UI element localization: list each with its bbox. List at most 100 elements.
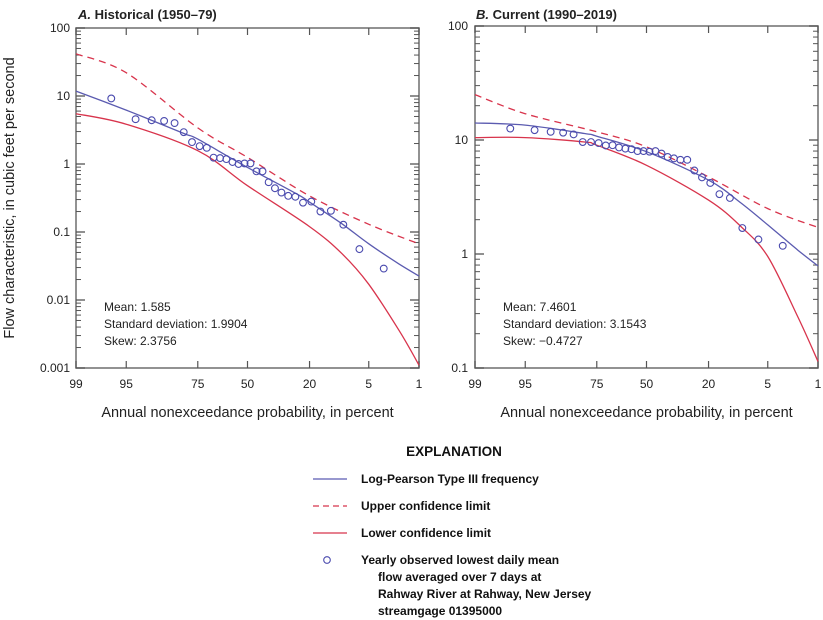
observed-point [754,235,763,244]
observed-point [569,130,578,139]
panel-letter: B. [476,7,489,22]
observed-point [379,264,388,273]
observed-point [706,178,715,187]
x-tick-label: 75 [590,377,604,391]
observed-point [633,147,642,155]
legend-title: EXPLANATION [406,444,502,459]
legend: EXPLANATION Log-Pearson Type III frequen… [313,444,592,618]
stat-text: Skew: 2.3756 [104,334,177,348]
x-tick-label: 75 [191,377,205,391]
observed-point [339,220,348,229]
y-tick-label: 10 [57,89,71,103]
observed-point [240,159,249,168]
legend-observed-label-4: streamgage 01395000 [378,604,502,618]
observed-point [683,155,692,164]
stat-text: Mean: 1.585 [104,300,171,314]
panel-title: A. Historical (1950–79) [77,7,217,22]
observed-point [559,128,568,137]
x-tick-label: 5 [365,377,372,391]
lower-confidence-line [75,113,420,366]
y-axis-label: Flow characteristic, in cubic feet per s… [2,57,18,338]
observed-point [216,154,224,163]
y-tick-label: 1 [461,247,468,261]
observed-point [657,149,666,158]
observed-point [594,139,603,148]
x-tick-label: 50 [640,377,654,391]
legend-lower-label: Lower confidence limit [361,526,491,540]
observed-point [222,155,231,164]
observed-point [179,128,188,137]
observed-point [258,167,267,176]
panel-title-text: Historical (1950–79) [95,7,217,22]
lower-confidence-line [474,136,819,362]
y-tick-label: 10 [455,133,469,147]
x-tick-label: 50 [241,377,255,391]
observed-point [291,192,300,201]
observed-point [271,184,279,193]
x-tick-label: 99 [468,377,482,391]
observed-point [587,138,595,146]
x-tick-label: 20 [303,377,317,391]
legend-frequency-label: Log-Pearson Type III frequency [361,472,539,486]
x-tick-label: 20 [702,377,716,391]
observed-point [188,138,196,147]
observed-point [246,159,255,168]
observed-point [608,141,617,150]
observed-point [506,124,515,133]
y-tick-label: 0.01 [47,293,71,307]
legend-observed-swatch [323,556,331,564]
observed-point [725,194,734,202]
observed-point [284,191,293,200]
observed-point [690,166,699,175]
observed-point [131,115,140,124]
x-tick-label: 1 [416,377,423,391]
observed-point [715,190,724,199]
stat-text: Standard deviation: 3.1543 [503,317,647,331]
observed-point [160,116,169,125]
x-tick-label: 95 [120,377,134,391]
observed-point [615,143,623,152]
y-tick-label: 0.001 [40,361,70,375]
upper-confidence-line [75,53,420,245]
panel-title: B. Current (1990–2019) [476,7,617,22]
observed-point [546,127,555,136]
y-tick-label: 0.1 [53,225,70,239]
observed-point [645,147,654,156]
observed-point [107,94,116,103]
stat-text: Mean: 7.4601 [503,300,577,314]
observed-point [307,197,316,206]
observed-point [530,126,539,135]
observed-point [639,147,648,155]
legend-observed-label-2: flow averaged over 7 days at [378,570,541,584]
legend-observed-label-1: Yearly observed lowest daily mean [361,553,559,567]
x-tick-label: 99 [69,377,83,391]
y-tick-label: 0.1 [451,361,468,375]
observed-point [778,241,787,250]
x-tick-label: 95 [519,377,533,391]
stat-text: Skew: −0.4727 [503,334,583,348]
observed-point [264,178,273,187]
observed-point [738,224,747,232]
panel-a-historical: A. Historical (1950–79) 100 10 1 0.1 0.01 0.00… [40,7,423,421]
observed-point [355,245,364,254]
observed-point [195,142,204,151]
y-tick-label: 100 [448,19,468,33]
observed-point [277,188,286,197]
observed-point [316,207,325,216]
observed-point [299,198,307,207]
observed-point [170,119,179,128]
observed-point [698,173,706,182]
x-axis-title: Annual nonexceedance probability, in per… [101,405,393,421]
observed-point [578,138,587,146]
y-tick-label: 100 [50,21,70,35]
frequency-curve-line [474,122,819,267]
x-axis-title: Annual nonexceedance probability, in per… [500,405,792,421]
observed-point [252,167,261,176]
stat-text: Standard deviation: 1.9904 [104,317,248,331]
x-tick-label: 1 [815,377,822,391]
observed-point [621,144,630,153]
x-tick-label: 5 [764,377,771,391]
observed-point [326,206,335,215]
panel-b-current: B. Current (1990–2019) 100 10 1 0.199 95 75 50 2… [448,7,822,421]
